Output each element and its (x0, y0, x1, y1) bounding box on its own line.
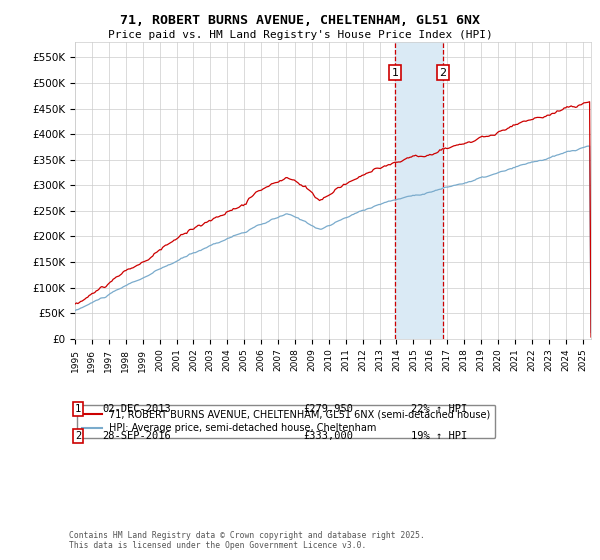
Bar (395, 42, 443, 339)
Text: Price paid vs. HM Land Registry's House Price Index (HPI): Price paid vs. HM Land Registry's House … (107, 30, 493, 40)
Text: 2: 2 (75, 431, 81, 441)
Text: 02-DEC-2013: 02-DEC-2013 (102, 404, 171, 414)
Legend: 71, ROBERT BURNS AVENUE, CHELTENHAM, GL51 6NX (semi-detached house), HPI: Averag: 71, ROBERT BURNS AVENUE, CHELTENHAM, GL5… (77, 404, 496, 438)
Text: £333,000: £333,000 (303, 431, 353, 441)
Text: 2: 2 (439, 68, 446, 78)
Text: 28-SEP-2016: 28-SEP-2016 (102, 431, 171, 441)
Text: 19% ↑ HPI: 19% ↑ HPI (411, 431, 467, 441)
Text: 71, ROBERT BURNS AVENUE, CHELTENHAM, GL51 6NX: 71, ROBERT BURNS AVENUE, CHELTENHAM, GL5… (120, 14, 480, 27)
Text: 1: 1 (392, 68, 398, 78)
Text: 22% ↑ HPI: 22% ↑ HPI (411, 404, 467, 414)
Text: 1: 1 (75, 404, 81, 414)
Text: Contains HM Land Registry data © Crown copyright and database right 2025.
This d: Contains HM Land Registry data © Crown c… (69, 530, 425, 550)
Text: £279,950: £279,950 (303, 404, 353, 414)
